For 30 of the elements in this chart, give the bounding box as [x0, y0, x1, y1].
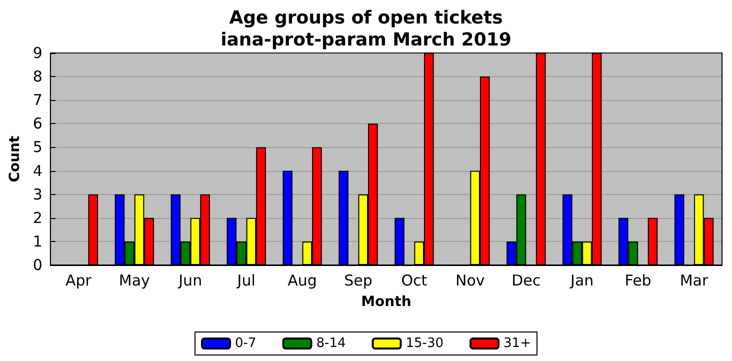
x-tick-label: Jul [236, 272, 256, 290]
legend-label: 15-30 [406, 336, 444, 351]
y-tick-label: 0 [32, 256, 42, 274]
x-tick-label: Dec [512, 272, 541, 290]
legend-label: 31+ [504, 336, 531, 351]
y-tick-label: 3 [32, 185, 42, 204]
y-tick-label: 2 [32, 208, 42, 227]
x-tick-label: Apr [65, 272, 92, 290]
chart-subtitle: iana-prot-param March 2019 [220, 30, 512, 50]
x-tick-label: May [118, 272, 150, 290]
x-tick-label: Oct [401, 272, 428, 290]
x-tick-label: Jun [178, 272, 202, 290]
y-tick-label: 8 [32, 68, 42, 86]
y-tick-label: 6 [32, 114, 42, 133]
x-tick-label: Jan [570, 272, 594, 290]
chart-title: Age groups of open tickets [229, 8, 503, 28]
x-axis-title: Month [361, 294, 412, 310]
y-tick-label: 9 [32, 44, 42, 62]
x-tick-label: Nov [456, 272, 485, 290]
legend-label: 0-7 [235, 336, 256, 351]
x-tick-label: Feb [624, 272, 652, 290]
y-tick-label: 7 [32, 91, 42, 110]
x-tick-label: Sep [344, 272, 372, 290]
legend-label: 8-14 [316, 336, 346, 351]
y-tick-label: 4 [32, 162, 42, 180]
y-axis-title: Count [7, 135, 23, 182]
x-tick-label: Aug [288, 272, 317, 290]
x-tick-label: Mar [680, 272, 709, 290]
y-tick-label: 1 [32, 232, 42, 250]
y-tick-label: 5 [32, 138, 42, 156]
